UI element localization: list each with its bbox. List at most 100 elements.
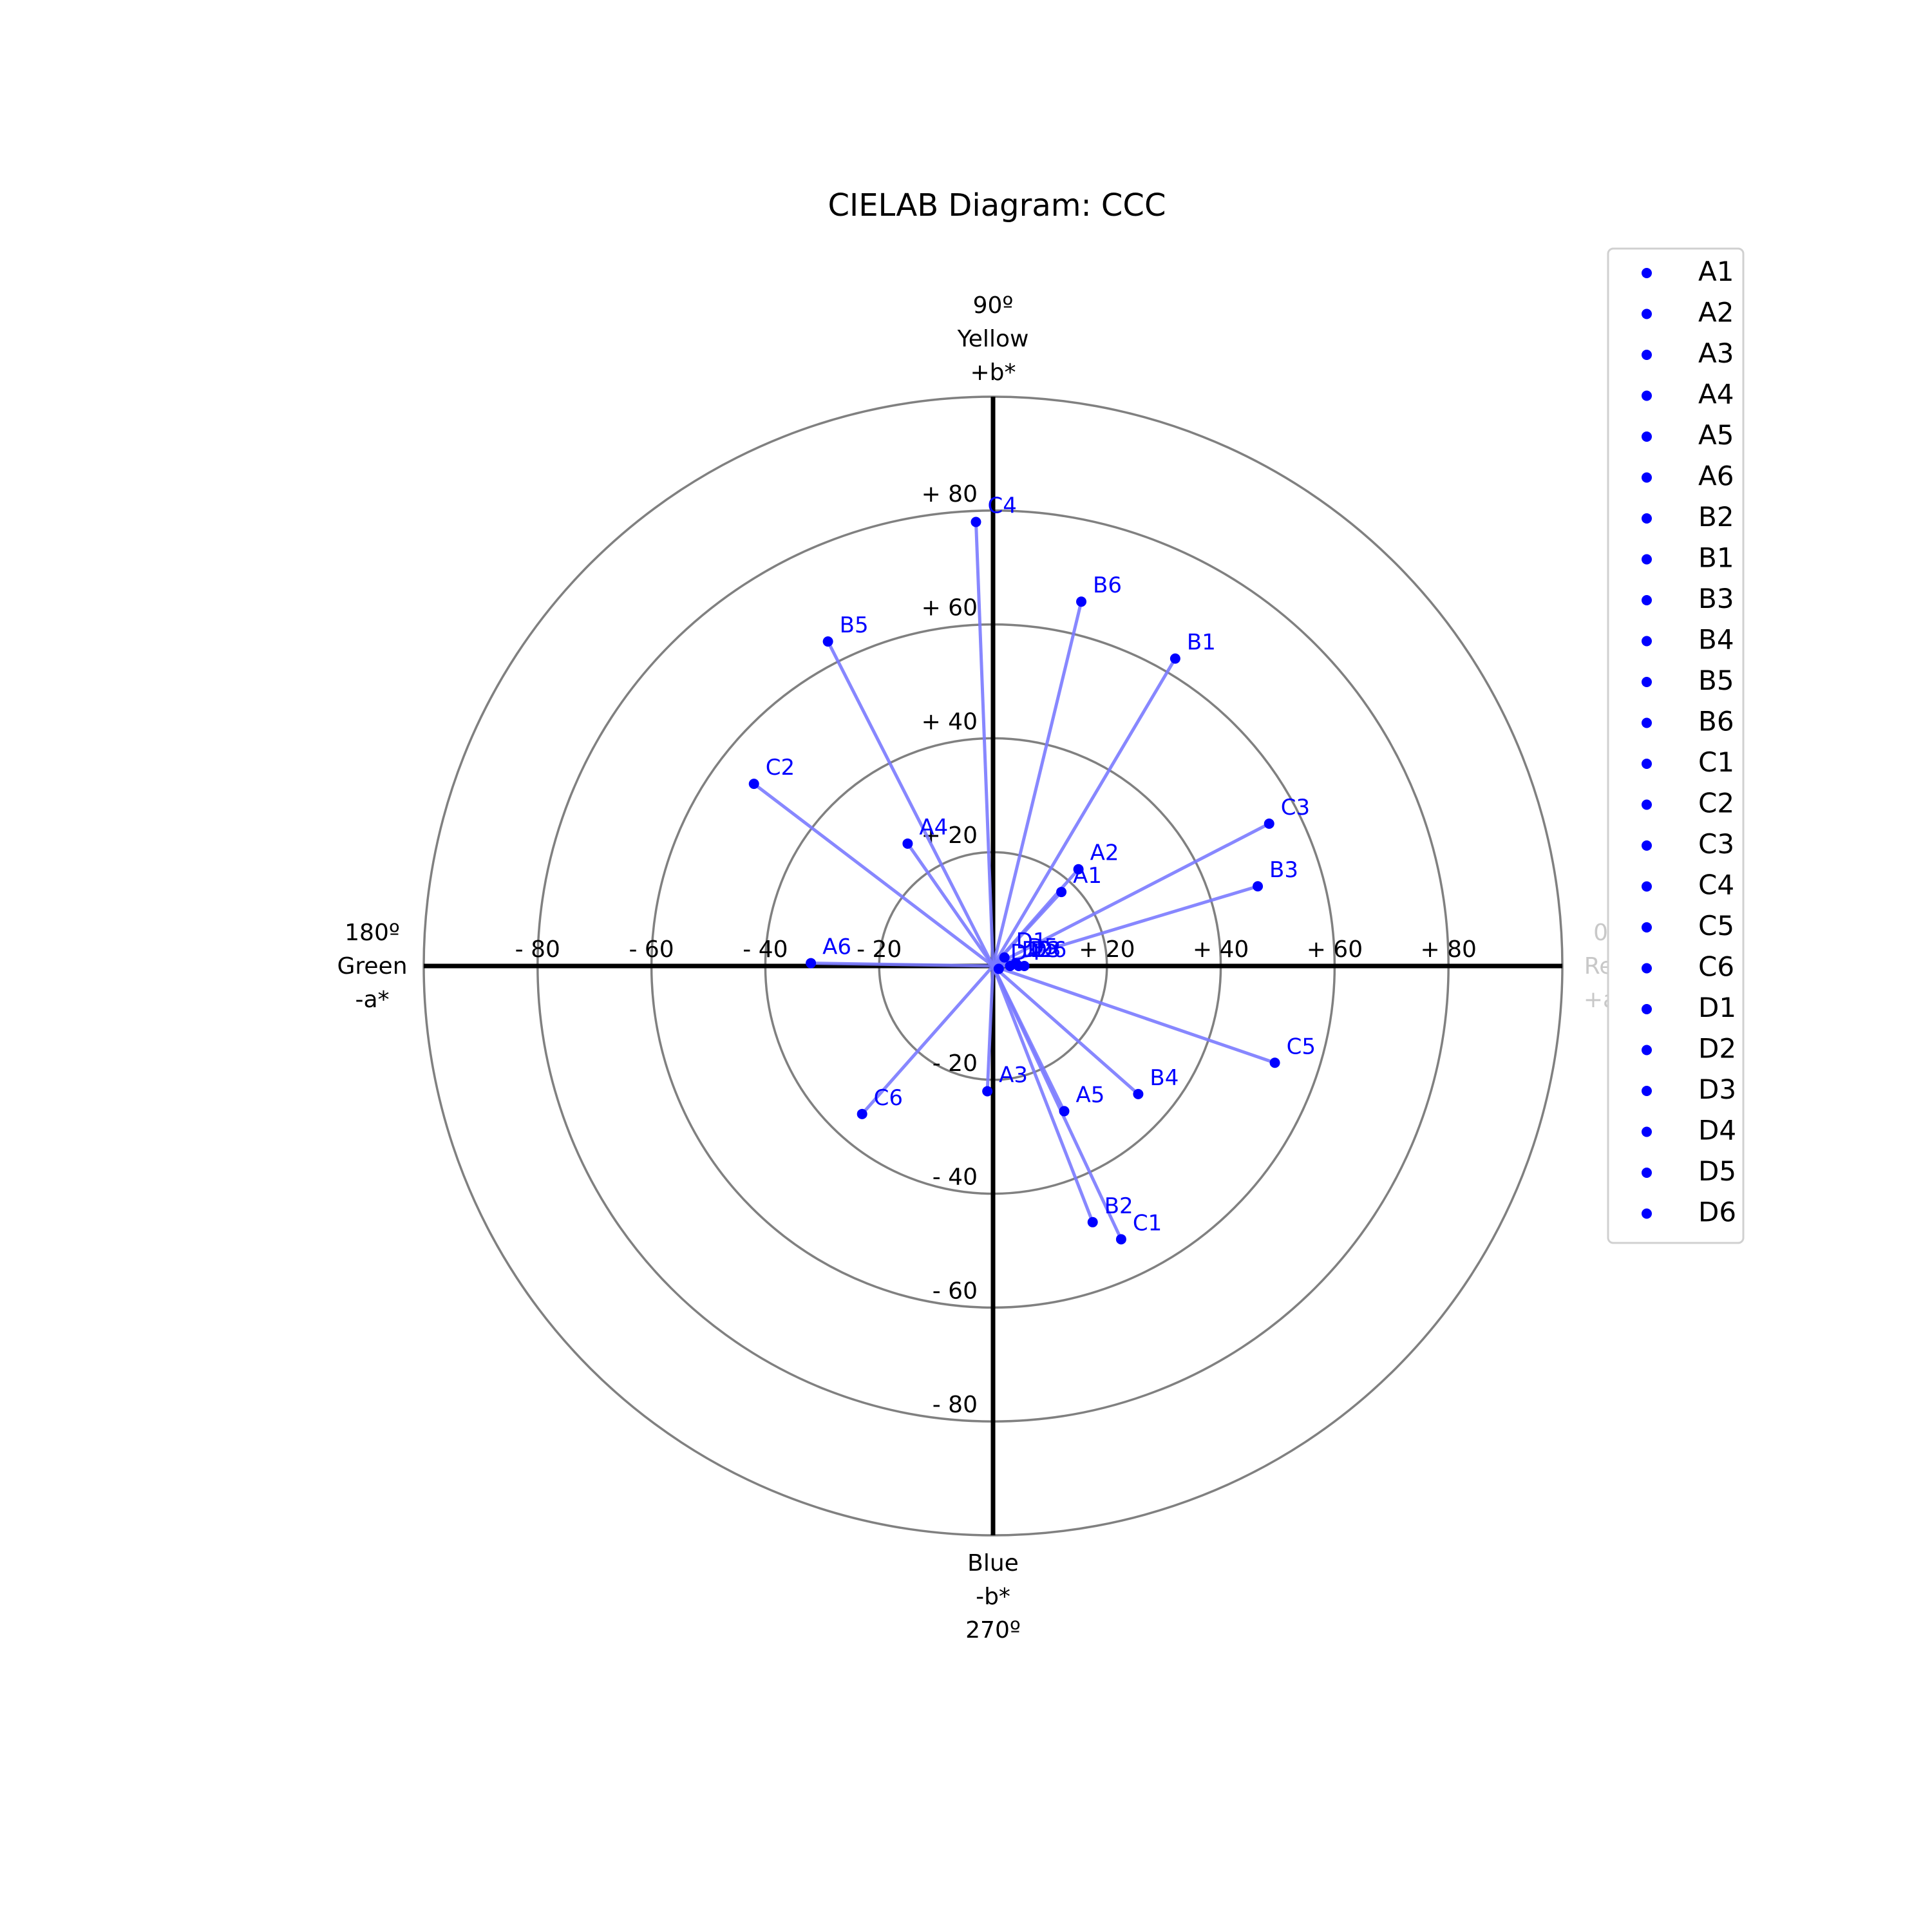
a-tick-label: - 80 (515, 936, 560, 963)
legend-label-A2: A2 (1698, 297, 1734, 328)
point-label-C4: C4 (987, 493, 1016, 518)
vector-A4 (906, 842, 995, 967)
legend-marker-B2 (1642, 513, 1652, 524)
legend-marker-C4 (1642, 881, 1652, 892)
vector-C5 (992, 964, 1276, 1065)
axis-label-top: 90º (973, 292, 1014, 319)
legend-label-A1: A1 (1698, 256, 1734, 287)
point-C5 (1269, 1057, 1280, 1068)
vector-A2 (992, 868, 1080, 967)
vector-B5 (826, 640, 995, 967)
legend-marker-A1 (1642, 268, 1652, 278)
point-D4 (993, 963, 1004, 974)
data-points (748, 516, 1280, 1245)
point-label-B5: B5 (840, 612, 869, 638)
point-label-A3: A3 (999, 1062, 1028, 1088)
legend-marker-C1 (1642, 759, 1652, 769)
legend-marker-D5 (1642, 1168, 1652, 1178)
vector-B2 (991, 965, 1095, 1223)
point-label-D6: D6 (1036, 937, 1067, 963)
legend-label-D5: D5 (1698, 1155, 1736, 1187)
a-tick-label: + 20 (1079, 936, 1135, 963)
point-D1 (999, 952, 1010, 963)
axis-label-left: Green (337, 953, 407, 980)
point-B3 (1253, 881, 1264, 892)
point-label-B6: B6 (1093, 573, 1122, 598)
legend-label-B3: B3 (1698, 583, 1734, 614)
vector-B4 (992, 965, 1140, 1095)
point-C6 (857, 1108, 867, 1119)
legend-marker-A2 (1642, 308, 1652, 319)
a-tick-label: + 60 (1307, 936, 1363, 963)
legend-label-B4: B4 (1698, 624, 1734, 656)
axis-label-bottom: Blue (967, 1550, 1019, 1577)
point-label-B2: B2 (1104, 1193, 1133, 1219)
point-label-A1: A1 (1073, 863, 1102, 889)
legend-label-A3: A3 (1698, 337, 1734, 369)
vector-C4 (974, 522, 995, 967)
vector-B6 (991, 601, 1083, 967)
legend-marker-B5 (1642, 677, 1652, 687)
a-tick-label: + 80 (1420, 936, 1476, 963)
axis-label-top: Yellow (957, 326, 1029, 352)
legend-label-B2: B2 (1698, 501, 1734, 533)
legend-label-B1: B1 (1698, 542, 1734, 574)
vector-C1 (991, 965, 1123, 1240)
legend-marker-D3 (1642, 1086, 1652, 1096)
legend-label-B5: B5 (1698, 665, 1734, 696)
a-tick-label: + 40 (1193, 936, 1249, 963)
point-label-B4: B4 (1150, 1065, 1179, 1091)
legend-marker-C2 (1642, 799, 1652, 810)
axis-label-top: +b* (970, 359, 1016, 386)
point-C3 (1264, 819, 1274, 829)
b-tick-label: + 80 (922, 481, 978, 507)
legend-marker-B4 (1642, 636, 1652, 647)
legend-label-C5: C5 (1698, 910, 1734, 942)
point-C4 (971, 516, 981, 527)
legend-label-B6: B6 (1698, 706, 1734, 737)
legend-label-D3: D3 (1698, 1074, 1736, 1105)
legend-marker-B3 (1642, 595, 1652, 605)
point-label-A2: A2 (1090, 840, 1119, 866)
point-label-D3: D3 (1030, 937, 1061, 963)
point-D6 (1019, 961, 1030, 971)
vector-C2 (753, 782, 994, 967)
legend-label-D6: D6 (1698, 1197, 1736, 1228)
point-label-A6: A6 (822, 934, 851, 960)
point-label-C1: C1 (1133, 1210, 1162, 1236)
legend-label-D1: D1 (1698, 992, 1736, 1023)
point-B5 (822, 636, 833, 647)
point-label-A5: A5 (1076, 1082, 1105, 1108)
axis-label-bottom: 270º (965, 1617, 1021, 1643)
legend-marker-A5 (1642, 431, 1652, 442)
b-tick-label: + 60 (922, 595, 978, 621)
legend-label-C4: C4 (1698, 869, 1734, 901)
point-B4 (1133, 1088, 1144, 1099)
legend-label-C3: C3 (1698, 828, 1734, 860)
point-B1 (1170, 653, 1180, 664)
legend-marker-C3 (1642, 840, 1652, 851)
vector-C6 (860, 965, 994, 1115)
point-A6 (806, 958, 817, 969)
vector-A3 (985, 965, 995, 1092)
b-tick-label: - 20 (933, 1050, 978, 1077)
legend-label-C6: C6 (1698, 951, 1734, 983)
vector-C3 (992, 822, 1270, 968)
point-C2 (748, 779, 759, 790)
point-B2 (1087, 1217, 1098, 1227)
legend-marker-B1 (1642, 554, 1652, 565)
point-B6 (1076, 596, 1087, 607)
legend-marker-A4 (1642, 390, 1652, 401)
point-A1 (1056, 887, 1067, 898)
point-label-B1: B1 (1187, 630, 1216, 656)
vector-B1 (991, 658, 1177, 967)
vector-A6 (811, 961, 994, 968)
legend-label-A4: A4 (1698, 379, 1734, 410)
point-label-D1: D1 (1016, 929, 1047, 954)
point-label-B3: B3 (1269, 857, 1298, 883)
point-label-C5: C5 (1287, 1034, 1316, 1059)
legend-marker-D2 (1642, 1045, 1652, 1056)
legend-label-A6: A6 (1698, 460, 1734, 492)
